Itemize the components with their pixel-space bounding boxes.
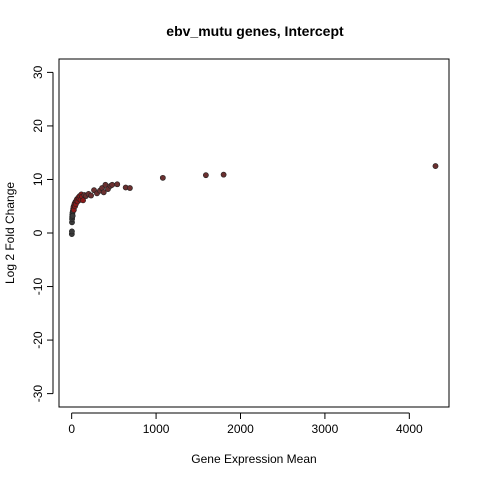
chart-title: ebv_mutu genes, Intercept: [166, 23, 344, 39]
data-point: [432, 163, 439, 169]
x-axis-label: Gene Expression Mean: [191, 452, 316, 466]
y-axis: -30 -20 -10 0 10 20 30: [31, 65, 54, 403]
y-tick-label: 20: [31, 119, 45, 133]
data-points: [68, 163, 439, 237]
y-axis-label: Log 2 Fold Change: [3, 182, 17, 284]
data-point: [69, 212, 76, 219]
y-tick-label: 30: [31, 65, 45, 79]
data-point: [202, 172, 209, 179]
y-tick-label: 0: [31, 229, 45, 236]
data-point: [69, 228, 75, 235]
x-tick-label: 2000: [227, 422, 254, 436]
x-axis: 0 1000 2000 3000 4000: [68, 412, 423, 436]
data-point: [159, 174, 166, 181]
x-tick-label: 4000: [396, 422, 423, 436]
data-point: [114, 181, 121, 188]
y-tick-label: -10: [31, 278, 45, 296]
data-point: [220, 171, 227, 178]
data-point: [88, 192, 94, 199]
y-tick-label: 10: [31, 172, 45, 186]
x-tick-label: 1000: [143, 422, 170, 436]
plot-frame: [58, 58, 450, 408]
y-tick-label: -20: [31, 331, 45, 349]
x-tick-label: 0: [68, 422, 75, 436]
data-point: [100, 189, 107, 196]
y-tick-label: -30: [31, 385, 45, 403]
x-tick-label: 3000: [312, 422, 339, 436]
data-point: [80, 197, 86, 204]
data-point: [109, 181, 116, 188]
data-point: [127, 185, 133, 191]
